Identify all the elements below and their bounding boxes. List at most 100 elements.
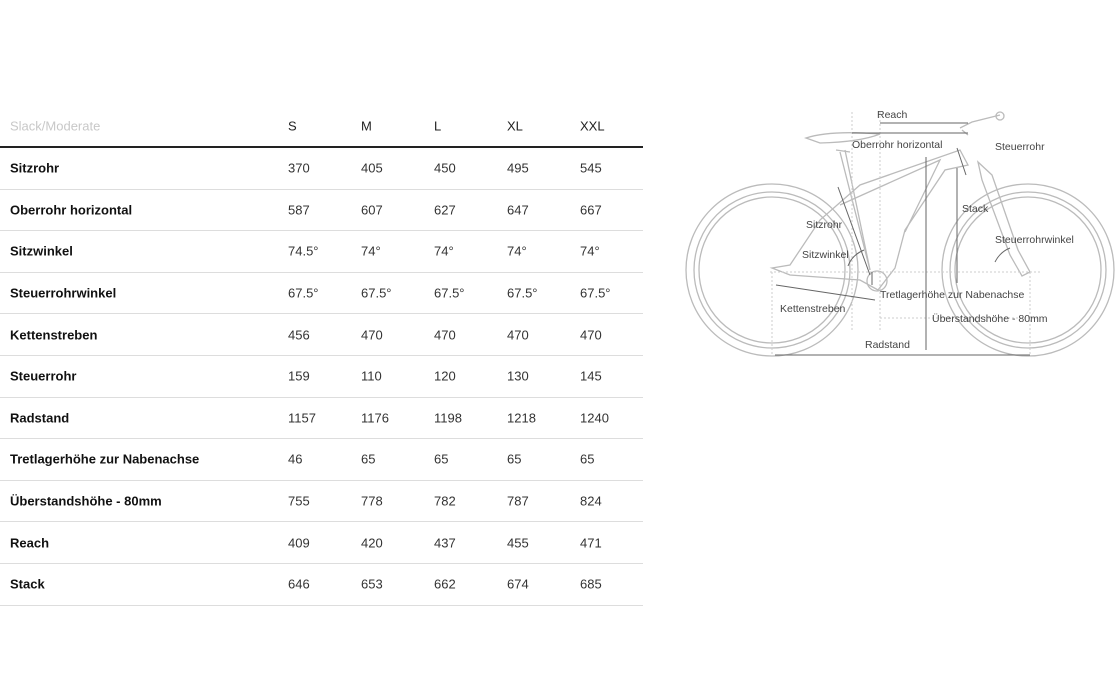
table-cell: 647 <box>507 202 529 218</box>
table-row: Radstand 1157 1176 1198 1218 1240 <box>0 398 643 440</box>
label-sitzwinkel: Sitzwinkel <box>802 249 849 261</box>
table-cell: 653 <box>361 576 383 592</box>
row-label: Tretlagerhöhe zur Nabenachse <box>10 451 200 467</box>
table-cell: 455 <box>507 535 529 551</box>
label-steuerrohr: Steuerrohr <box>995 141 1045 153</box>
table-cell: 1218 <box>507 410 536 426</box>
table-cell: 67.5° <box>288 285 319 301</box>
table-cell: 1176 <box>361 410 389 426</box>
table-cell: 470 <box>507 327 529 343</box>
table-cell: 470 <box>361 327 383 343</box>
handlebar <box>959 114 1001 136</box>
table-cell: 470 <box>580 327 602 343</box>
table-cell: 470 <box>434 327 456 343</box>
table-cell: 67.5° <box>434 285 465 301</box>
row-label: Sitzrohr <box>10 160 60 176</box>
frame <box>769 149 969 291</box>
table-cell: 787 <box>507 493 529 509</box>
table-cell: 145 <box>580 368 602 384</box>
row-label: Steuerrohrwinkel <box>10 285 117 301</box>
table-cell: 67.5° <box>361 285 392 301</box>
table-cell: 685 <box>580 576 602 592</box>
label-stack: Stack <box>962 203 989 215</box>
label-sitzrohr: Sitzrohr <box>806 219 843 231</box>
table-cell: 420 <box>361 535 383 551</box>
table-cell: 782 <box>434 493 456 509</box>
table-subtitle: Slack/Moderate <box>10 118 101 134</box>
table-row: Sitzwinkel 74.5° 74° 74° 74° 74° <box>0 231 643 273</box>
table-cell: 824 <box>580 493 602 509</box>
table-cell: 65 <box>580 451 595 467</box>
table-cell: 74° <box>507 243 527 259</box>
table-cell: 495 <box>507 160 529 176</box>
table-row: Reach 409 420 437 455 471 <box>0 522 643 564</box>
table-row: Kettenstreben 456 470 470 470 470 <box>0 314 643 356</box>
table-row: Stack 646 653 662 674 685 <box>0 564 643 606</box>
table-cell: 646 <box>288 576 310 592</box>
table-cell: 65 <box>434 451 449 467</box>
table-cell: 110 <box>361 368 382 384</box>
table-cell: 46 <box>288 451 303 467</box>
table-cell: 1240 <box>580 410 609 426</box>
table-row: Tretlagerhöhe zur Nabenachse 46 65 65 65 65 <box>0 439 643 481</box>
table-header-row: Slack/Moderate S M L XL XXL <box>0 106 643 148</box>
table-cell: 74.5° <box>288 243 319 259</box>
table-cell: 130 <box>507 368 529 384</box>
row-label: Stack <box>10 576 45 592</box>
table-cell: 587 <box>288 202 310 218</box>
table-cell: 662 <box>434 576 456 592</box>
table-cell: 405 <box>361 160 383 176</box>
rear-wheel <box>685 183 859 357</box>
table-cell: 74° <box>580 243 600 259</box>
table-row: Steuerrohrwinkel 67.5° 67.5° 67.5° 67.5° 67.5… <box>0 273 643 315</box>
table-cell: 627 <box>434 202 456 218</box>
row-label: Radstand <box>10 410 70 426</box>
table-cell: 409 <box>288 535 310 551</box>
row-label: Reach <box>10 535 50 551</box>
table-cell: 74° <box>434 243 454 259</box>
table-row: Steuerrohr 159 110 120 130 145 <box>0 356 643 398</box>
column-header: M <box>361 118 372 134</box>
table-cell: 674 <box>507 576 529 592</box>
row-label: Sitzwinkel <box>10 243 73 259</box>
table-row: Sitzrohr 370 405 450 495 545 <box>0 148 643 190</box>
row-label: Oberrohr horizontal <box>10 202 133 218</box>
table-cell: 607 <box>361 202 383 218</box>
label-radstand: Radstand <box>865 339 910 351</box>
table-row: Überstandshöhe - 80mm 755 778 782 787 824 <box>0 481 643 523</box>
table-cell: 67.5° <box>507 285 538 301</box>
fork <box>976 160 1031 277</box>
column-header: L <box>434 118 442 134</box>
label-kettenstreben: Kettenstreben <box>780 303 846 315</box>
table-cell: 74° <box>361 243 381 259</box>
table-cell: 450 <box>434 160 456 176</box>
label-oberrohr: Oberrohr horizontal <box>852 139 942 151</box>
label-steuerrohrwinkel: Steuerrohrwinkel <box>995 234 1074 246</box>
table-cell: 545 <box>580 160 602 176</box>
table-cell: 67.5° <box>580 285 611 301</box>
row-label: Kettenstreben <box>10 327 98 343</box>
table-cell: 1198 <box>434 410 462 426</box>
label-ueberstand: Überstandshöhe - 80mm <box>932 313 1048 325</box>
table-cell: 667 <box>580 202 602 218</box>
column-header: XXL <box>580 118 605 134</box>
table-cell: 456 <box>288 327 310 343</box>
table-cell: 120 <box>434 368 456 384</box>
row-label: Überstandshöhe - 80mm <box>10 493 162 509</box>
table-cell: 471 <box>580 535 602 551</box>
table-cell: 755 <box>288 493 310 509</box>
table-cell: 370 <box>288 160 310 176</box>
geometry-table: Slack/Moderate S M L XL XXL Sitzrohr 370 405 450 4… <box>0 106 643 606</box>
table-cell: 437 <box>434 535 456 551</box>
column-header: XL <box>507 118 523 134</box>
column-header: S <box>288 118 297 134</box>
table-row: Oberrohr horizontal 587 607 627 647 667 <box>0 190 643 232</box>
row-label: Steuerrohr <box>10 368 77 384</box>
table-cell: 65 <box>507 451 522 467</box>
label-tretlager: Tretlagerhöhe zur Nabenachse <box>880 289 1025 301</box>
table-cell: 159 <box>288 368 310 384</box>
table-cell: 1157 <box>288 410 316 426</box>
table-cell: 778 <box>361 493 383 509</box>
label-reach: Reach <box>877 109 908 121</box>
